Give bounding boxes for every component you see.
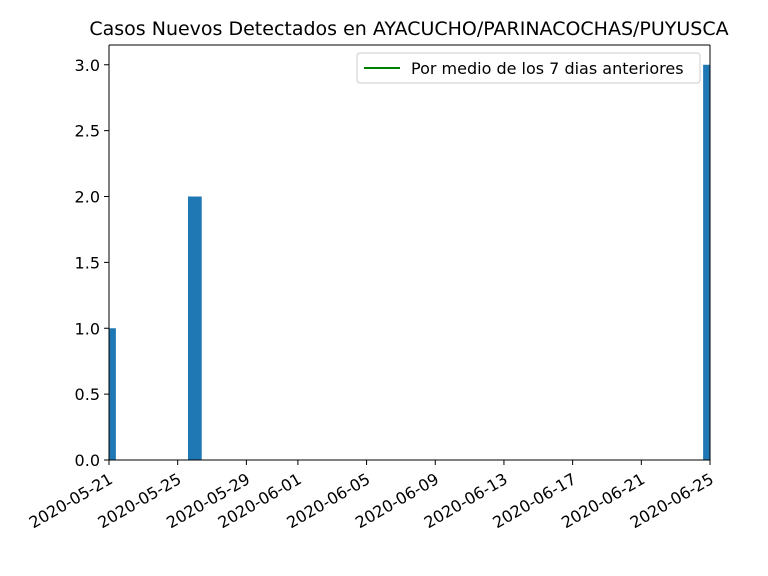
legend-box (356, 52, 701, 84)
legend-label: Por medio de los 7 dias anteriores (411, 59, 684, 78)
y-tick-label-0: 0.0 (75, 451, 100, 470)
bar-2020-05-26 (187, 196, 202, 460)
y-tick-label-6: 3.0 (75, 56, 100, 75)
y-tick-label-2: 1.0 (75, 319, 100, 338)
bar-2020-06-25 (703, 64, 710, 460)
legend: Por medio de los 7 dias anteriores (356, 52, 701, 84)
bar-2020-05-21 (109, 328, 116, 460)
y-tick-label-1: 0.5 (75, 385, 100, 404)
y-tick-label-3: 1.5 (75, 253, 100, 272)
chart-title: Casos Nuevos Detectados en AYACUCHO/PARI… (89, 18, 728, 40)
y-tick-label-5: 2.5 (75, 122, 100, 141)
y-tick-label-4: 2.0 (75, 188, 100, 207)
